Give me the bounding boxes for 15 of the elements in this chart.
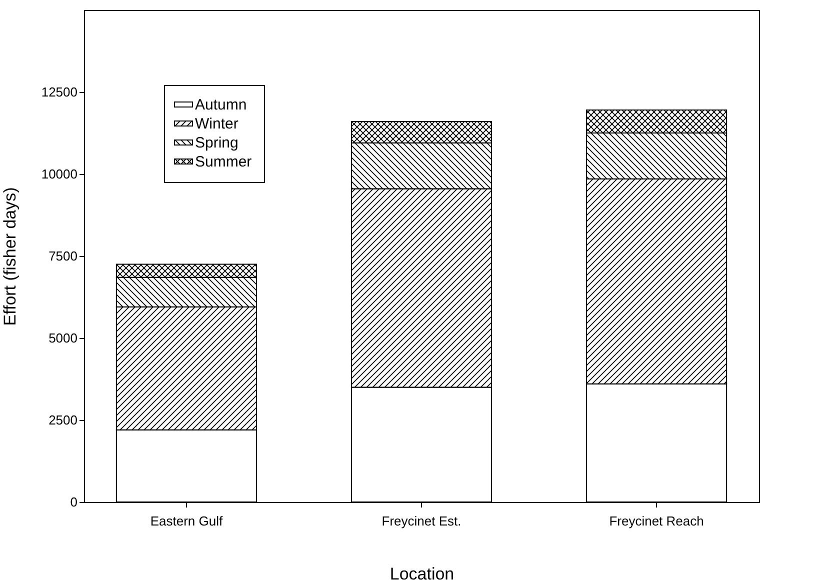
- x-tick-label: Freycinet Reach: [609, 514, 704, 528]
- x-axis-title: Location: [390, 564, 454, 584]
- y-tick-label: 0: [70, 494, 78, 510]
- x-tick-label: Freycinet Est.: [382, 514, 462, 528]
- y-tick-label: 2500: [48, 412, 78, 428]
- y-tick-label: 10000: [41, 166, 78, 182]
- legend-label: Winter: [195, 116, 238, 132]
- y-tick-label: 12500: [41, 84, 78, 100]
- legend-label: Autumn: [195, 96, 247, 114]
- legend-label: Spring: [195, 134, 238, 152]
- y-tick-label: 7500: [48, 248, 78, 264]
- y-axis-title: Effort (fisher days): [0, 187, 20, 326]
- y-tick-label: 5000: [48, 330, 78, 346]
- legend-label: Summer: [195, 154, 252, 170]
- x-tick-label: Eastern Gulf: [150, 514, 223, 528]
